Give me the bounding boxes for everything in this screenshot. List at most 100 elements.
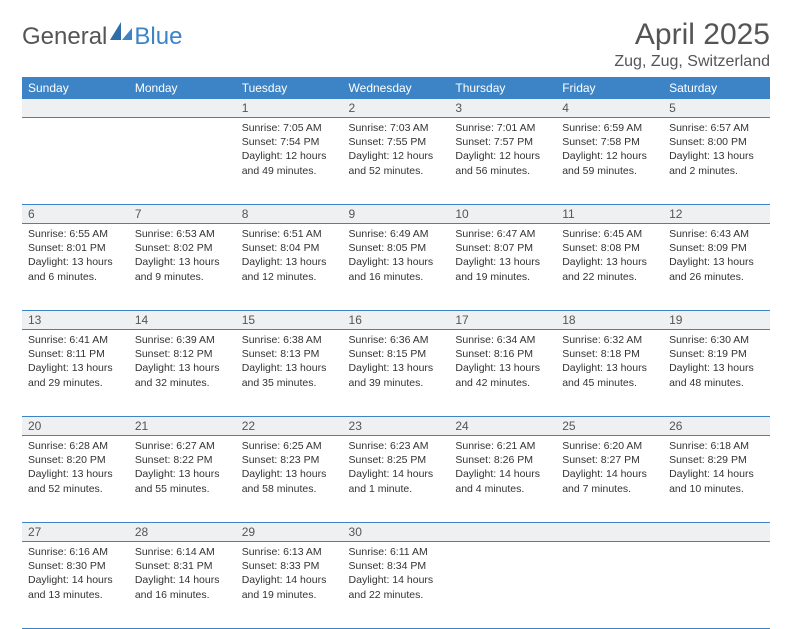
day-number: 26 — [663, 417, 770, 435]
day-number: 7 — [129, 205, 236, 223]
day-body: Sunrise: 6:16 AMSunset: 8:30 PMDaylight:… — [22, 542, 129, 607]
sunset-text: Sunset: 7:55 PM — [349, 135, 444, 149]
day-number-cell: 5 — [663, 99, 770, 118]
day-number-cell: 14 — [129, 311, 236, 330]
day-number-cell: 24 — [449, 417, 556, 436]
sunrise-text: Sunrise: 6:39 AM — [135, 333, 230, 347]
day-body: Sunrise: 6:57 AMSunset: 8:00 PMDaylight:… — [663, 118, 770, 183]
day-number-cell: 20 — [22, 417, 129, 436]
day-body: Sunrise: 6:14 AMSunset: 8:31 PMDaylight:… — [129, 542, 236, 607]
weekday-header: Friday — [556, 77, 663, 99]
day-number-row: 27282930 — [22, 523, 770, 542]
day-number-cell: 16 — [343, 311, 450, 330]
sunset-text: Sunset: 8:34 PM — [349, 559, 444, 573]
day-number: 11 — [556, 205, 663, 223]
daylight-text: Daylight: 13 hours and 48 minutes. — [669, 361, 764, 389]
daylight-text: Daylight: 13 hours and 12 minutes. — [242, 255, 337, 283]
day-body: Sunrise: 6:43 AMSunset: 8:09 PMDaylight:… — [663, 224, 770, 289]
sunset-text: Sunset: 8:27 PM — [562, 453, 657, 467]
weekday-header-row: Sunday Monday Tuesday Wednesday Thursday… — [22, 77, 770, 99]
sunset-text: Sunset: 8:31 PM — [135, 559, 230, 573]
day-number: 29 — [236, 523, 343, 541]
day-number-cell: 9 — [343, 205, 450, 224]
day-number-cell: 19 — [663, 311, 770, 330]
day-number-row: 20212223242526 — [22, 417, 770, 436]
day-cell: Sunrise: 6:20 AMSunset: 8:27 PMDaylight:… — [556, 436, 663, 523]
sunset-text: Sunset: 8:11 PM — [28, 347, 123, 361]
day-number-cell: 7 — [129, 205, 236, 224]
sunrise-text: Sunrise: 6:27 AM — [135, 439, 230, 453]
day-number-cell: 6 — [22, 205, 129, 224]
day-body: Sunrise: 6:36 AMSunset: 8:15 PMDaylight:… — [343, 330, 450, 395]
daylight-text: Daylight: 13 hours and 16 minutes. — [349, 255, 444, 283]
day-number-cell: 2 — [343, 99, 450, 118]
day-number-cell: 26 — [663, 417, 770, 436]
daylight-text: Daylight: 13 hours and 19 minutes. — [455, 255, 550, 283]
day-body: Sunrise: 6:51 AMSunset: 8:04 PMDaylight:… — [236, 224, 343, 289]
day-cell: Sunrise: 6:59 AMSunset: 7:58 PMDaylight:… — [556, 118, 663, 205]
day-cell: Sunrise: 6:16 AMSunset: 8:30 PMDaylight:… — [22, 542, 129, 629]
day-body: Sunrise: 6:53 AMSunset: 8:02 PMDaylight:… — [129, 224, 236, 289]
day-number: 10 — [449, 205, 556, 223]
weekday-header: Wednesday — [343, 77, 450, 99]
weekday-header: Tuesday — [236, 77, 343, 99]
sunrise-text: Sunrise: 6:59 AM — [562, 121, 657, 135]
day-body: Sunrise: 6:21 AMSunset: 8:26 PMDaylight:… — [449, 436, 556, 501]
day-cell: Sunrise: 6:55 AMSunset: 8:01 PMDaylight:… — [22, 224, 129, 311]
daylight-text: Daylight: 13 hours and 35 minutes. — [242, 361, 337, 389]
day-cell: Sunrise: 6:57 AMSunset: 8:00 PMDaylight:… — [663, 118, 770, 205]
sunrise-text: Sunrise: 6:55 AM — [28, 227, 123, 241]
day-body: Sunrise: 6:55 AMSunset: 8:01 PMDaylight:… — [22, 224, 129, 289]
daylight-text: Daylight: 14 hours and 4 minutes. — [455, 467, 550, 495]
day-number: 6 — [22, 205, 129, 223]
sunrise-text: Sunrise: 6:36 AM — [349, 333, 444, 347]
day-number-cell — [556, 523, 663, 542]
day-cell — [556, 542, 663, 629]
daylight-text: Daylight: 13 hours and 58 minutes. — [242, 467, 337, 495]
sunset-text: Sunset: 8:07 PM — [455, 241, 550, 255]
title-block: April 2025 Zug, Zug, Switzerland — [614, 18, 770, 71]
sunrise-text: Sunrise: 6:20 AM — [562, 439, 657, 453]
daylight-text: Daylight: 13 hours and 32 minutes. — [135, 361, 230, 389]
day-cell: Sunrise: 6:21 AMSunset: 8:26 PMDaylight:… — [449, 436, 556, 523]
sunset-text: Sunset: 8:29 PM — [669, 453, 764, 467]
day-number: 4 — [556, 99, 663, 117]
day-cell: Sunrise: 7:03 AMSunset: 7:55 PMDaylight:… — [343, 118, 450, 205]
day-number: 3 — [449, 99, 556, 117]
day-number-cell — [663, 523, 770, 542]
day-body: Sunrise: 6:38 AMSunset: 8:13 PMDaylight:… — [236, 330, 343, 395]
sunset-text: Sunset: 7:57 PM — [455, 135, 550, 149]
logo-text-1: General — [22, 23, 107, 51]
sunrise-text: Sunrise: 6:21 AM — [455, 439, 550, 453]
sunset-text: Sunset: 8:19 PM — [669, 347, 764, 361]
day-number-row: 12345 — [22, 99, 770, 118]
day-number: 17 — [449, 311, 556, 329]
day-number-row: 13141516171819 — [22, 311, 770, 330]
daylight-text: Daylight: 14 hours and 19 minutes. — [242, 573, 337, 601]
daylight-text: Daylight: 13 hours and 39 minutes. — [349, 361, 444, 389]
day-body: Sunrise: 6:32 AMSunset: 8:18 PMDaylight:… — [556, 330, 663, 395]
day-number-cell: 10 — [449, 205, 556, 224]
day-number: 1 — [236, 99, 343, 117]
day-body: Sunrise: 6:25 AMSunset: 8:23 PMDaylight:… — [236, 436, 343, 501]
day-body: Sunrise: 6:41 AMSunset: 8:11 PMDaylight:… — [22, 330, 129, 395]
day-number: 24 — [449, 417, 556, 435]
weekday-header: Monday — [129, 77, 236, 99]
sunrise-text: Sunrise: 6:25 AM — [242, 439, 337, 453]
day-number — [449, 523, 556, 541]
day-cell: Sunrise: 6:14 AMSunset: 8:31 PMDaylight:… — [129, 542, 236, 629]
day-number-row: 6789101112 — [22, 205, 770, 224]
calendar-page: General Blue April 2025 Zug, Zug, Switze… — [0, 0, 792, 612]
sunrise-text: Sunrise: 6:51 AM — [242, 227, 337, 241]
day-number: 28 — [129, 523, 236, 541]
daylight-text: Daylight: 14 hours and 1 minute. — [349, 467, 444, 495]
day-number: 23 — [343, 417, 450, 435]
day-number: 18 — [556, 311, 663, 329]
day-cell: Sunrise: 6:23 AMSunset: 8:25 PMDaylight:… — [343, 436, 450, 523]
day-number-cell: 29 — [236, 523, 343, 542]
day-number: 21 — [129, 417, 236, 435]
day-number: 19 — [663, 311, 770, 329]
day-cell: Sunrise: 6:28 AMSunset: 8:20 PMDaylight:… — [22, 436, 129, 523]
weekday-header: Sunday — [22, 77, 129, 99]
day-number-cell: 22 — [236, 417, 343, 436]
